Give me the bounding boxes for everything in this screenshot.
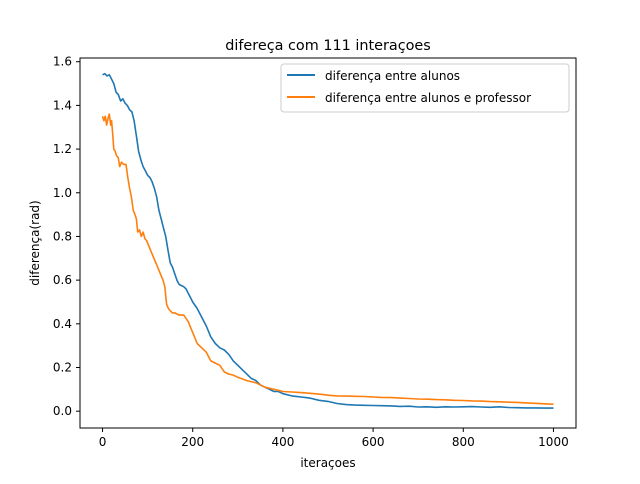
y-axis-label: diferença(rad) [28,200,42,285]
y-tick-label: 1.4 [53,98,72,112]
y-tick-label: 0.4 [53,317,72,331]
y-tick-label: 0.6 [53,273,72,287]
x-tick-label: 0 [99,435,107,449]
y-tick-label: 0.8 [53,229,72,243]
x-tick-label: 600 [362,435,385,449]
y-tick-label: 0.2 [53,360,72,374]
x-axis-ticks: 0 200 400 600 800 1000 [99,428,569,449]
x-axis-label: iteraçoes [300,456,355,470]
series-line-0 [102,72,554,409]
legend-label-diferenca-entre-alunos: diferença entre alunos [325,69,460,83]
y-axis-ticks: 0.0 0.2 0.4 0.6 0.8 1.0 1.2 1.4 1.6 [53,55,80,418]
y-tick-label: 1.2 [53,142,72,156]
x-tick-label: 1000 [538,435,569,449]
legend: diferença entre alunos diferença entre a… [280,63,570,113]
series-line-1 [101,113,554,405]
x-tick-label: 200 [181,435,204,449]
x-tick-label: 800 [452,435,475,449]
legend-label-diferenca-entre-alunos-e-professor: diferença entre alunos e professor [325,91,531,105]
plot-frame [79,57,577,429]
chart-title: difereça com 111 interaçoes [225,38,431,54]
legend-box [280,63,570,113]
y-tick-label: 1.0 [53,186,72,200]
y-tick-label: 0.0 [53,404,72,418]
x-tick-label: 400 [271,435,294,449]
y-tick-label: 1.6 [53,55,72,69]
series-layer [101,72,554,409]
